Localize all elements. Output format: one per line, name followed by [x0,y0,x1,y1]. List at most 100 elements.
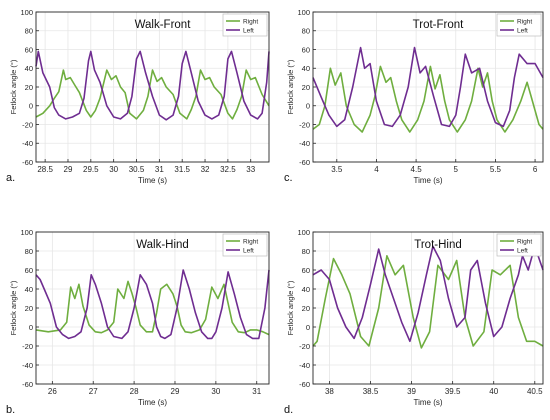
y-tick-label: 0 [306,102,310,111]
y-axis-label: Fetlock angle (°) [286,59,295,114]
x-tick-label: 39 [407,387,416,396]
y-tick-label: -40 [299,361,310,370]
x-axis-label: Time (s) [138,176,167,185]
x-tick-label: 28.5 [37,165,53,174]
y-tick-label: 80 [25,27,33,36]
y-tick-label: -40 [22,139,33,148]
series-line-right [35,280,270,336]
y-tick-label: 40 [25,64,33,73]
chart-panel-3: -60 -40 -20 0 20 40 60 80 100 26 27 28 29 30 31 Time (s… [6,228,270,416]
series-line-left [35,269,270,340]
x-tick-label: 27 [89,387,98,396]
x-tick-label: 26 [48,387,57,396]
x-tick-label: 30.5 [129,165,145,174]
legend-label-left: Left [517,248,528,255]
y-tick-label: -20 [22,120,33,129]
x-tick-label: 3.5 [331,165,343,174]
x-axis-label: Time (s) [138,398,167,407]
x-tick-label: 33 [246,165,255,174]
series-line-left [312,46,544,128]
series-line-right [312,65,544,133]
legend-label-left: Left [243,28,254,35]
legend: Right Left [222,233,268,257]
x-axis-label: Time (s) [413,176,442,185]
x-tick-label: 30 [109,165,118,174]
y-tick-label: 100 [20,228,33,237]
y-tick-label: 100 [297,228,310,237]
x-tick-label: 38.5 [363,387,379,396]
legend: Right Left [222,13,268,37]
x-tick-label: 30 [211,387,220,396]
x-tick-label: 31.5 [174,165,190,174]
legend-label-left: Left [243,248,254,255]
y-tick-label: 0 [29,323,33,332]
y-tick-label: 60 [302,45,310,54]
x-tick-label: 4 [374,165,379,174]
y-tick-label: 80 [25,247,33,256]
chart-title: Walk-Front [135,19,192,31]
legend-label-left: Left [517,28,528,35]
x-tick-label: 32.5 [220,165,236,174]
x-tick-label: 38 [325,387,334,396]
chart-panel-2: -60 -40 -20 0 20 40 60 80 100 3.5 4 4.5 5 5.5 6 Time (s… [284,8,544,185]
series-line-right [312,255,544,349]
y-tick-label: 20 [302,83,310,92]
x-tick-label: 6 [533,165,538,174]
x-axis-label: Time (s) [413,398,442,407]
y-tick-label: 80 [302,27,310,36]
x-tick-label: 40 [489,387,498,396]
series-line-right [35,69,270,120]
y-tick-label: -60 [299,380,310,389]
x-tick-label: 29 [64,165,73,174]
y-tick-label: -60 [299,158,310,167]
y-tick-label: 100 [20,8,33,17]
y-tick-label: -60 [22,380,33,389]
y-tick-label: 0 [29,102,33,111]
y-tick-label: 20 [25,304,33,313]
series-line-left [312,245,544,343]
y-tick-label: -40 [22,361,33,370]
series-line-left [35,50,270,121]
chart-panel-1: -60 -40 -20 0 20 40 60 80 100 28.5 29 29.5 30 30.5 31 3… [6,8,270,185]
x-tick-label: 4.5 [411,165,423,174]
legend-label-right: Right [517,19,532,26]
legend: Right Left [496,13,542,37]
x-tick-label: 28 [130,387,139,396]
chart-title: Trot-Front [413,19,464,31]
x-tick-label: 39.5 [445,387,461,396]
y-tick-label: 80 [302,247,310,256]
x-tick-label: 31 [155,165,164,174]
y-tick-label: -20 [299,120,310,129]
chart-panel-4: -60 -40 -20 0 20 40 60 80 100 38 38.5 39 39.5 40 40.5 T… [284,228,544,416]
x-tick-label: 29 [171,387,180,396]
y-tick-label: 20 [302,304,310,313]
y-tick-label: 60 [25,266,33,275]
y-tick-label: 0 [306,323,310,332]
chart-title: Trot-Hind [414,239,462,251]
panel-label: a. [6,172,15,184]
y-tick-label: 60 [302,266,310,275]
panel-label: d. [284,404,293,416]
chart-title: Walk-Hind [136,239,189,251]
y-tick-label: 40 [302,285,310,294]
legend-label-right: Right [243,239,258,246]
x-tick-label: 32 [201,165,210,174]
legend-label-right: Right [517,239,532,246]
y-tick-label: -20 [22,342,33,351]
y-tick-label: 60 [25,45,33,54]
x-tick-label: 31 [252,387,261,396]
y-axis-label: Fetlock angle (°) [9,280,18,335]
y-tick-label: 40 [25,285,33,294]
panel-label: b. [6,404,15,416]
y-tick-label: -60 [22,158,33,167]
legend: Right Left [496,233,542,257]
y-tick-label: 20 [25,83,33,92]
y-tick-label: -20 [299,342,310,351]
y-tick-label: 100 [297,8,310,17]
panel-label: c. [284,172,293,184]
x-tick-label: 5.5 [490,165,502,174]
y-tick-label: 40 [302,64,310,73]
y-tick-label: -40 [299,139,310,148]
x-tick-label: 29.5 [83,165,99,174]
